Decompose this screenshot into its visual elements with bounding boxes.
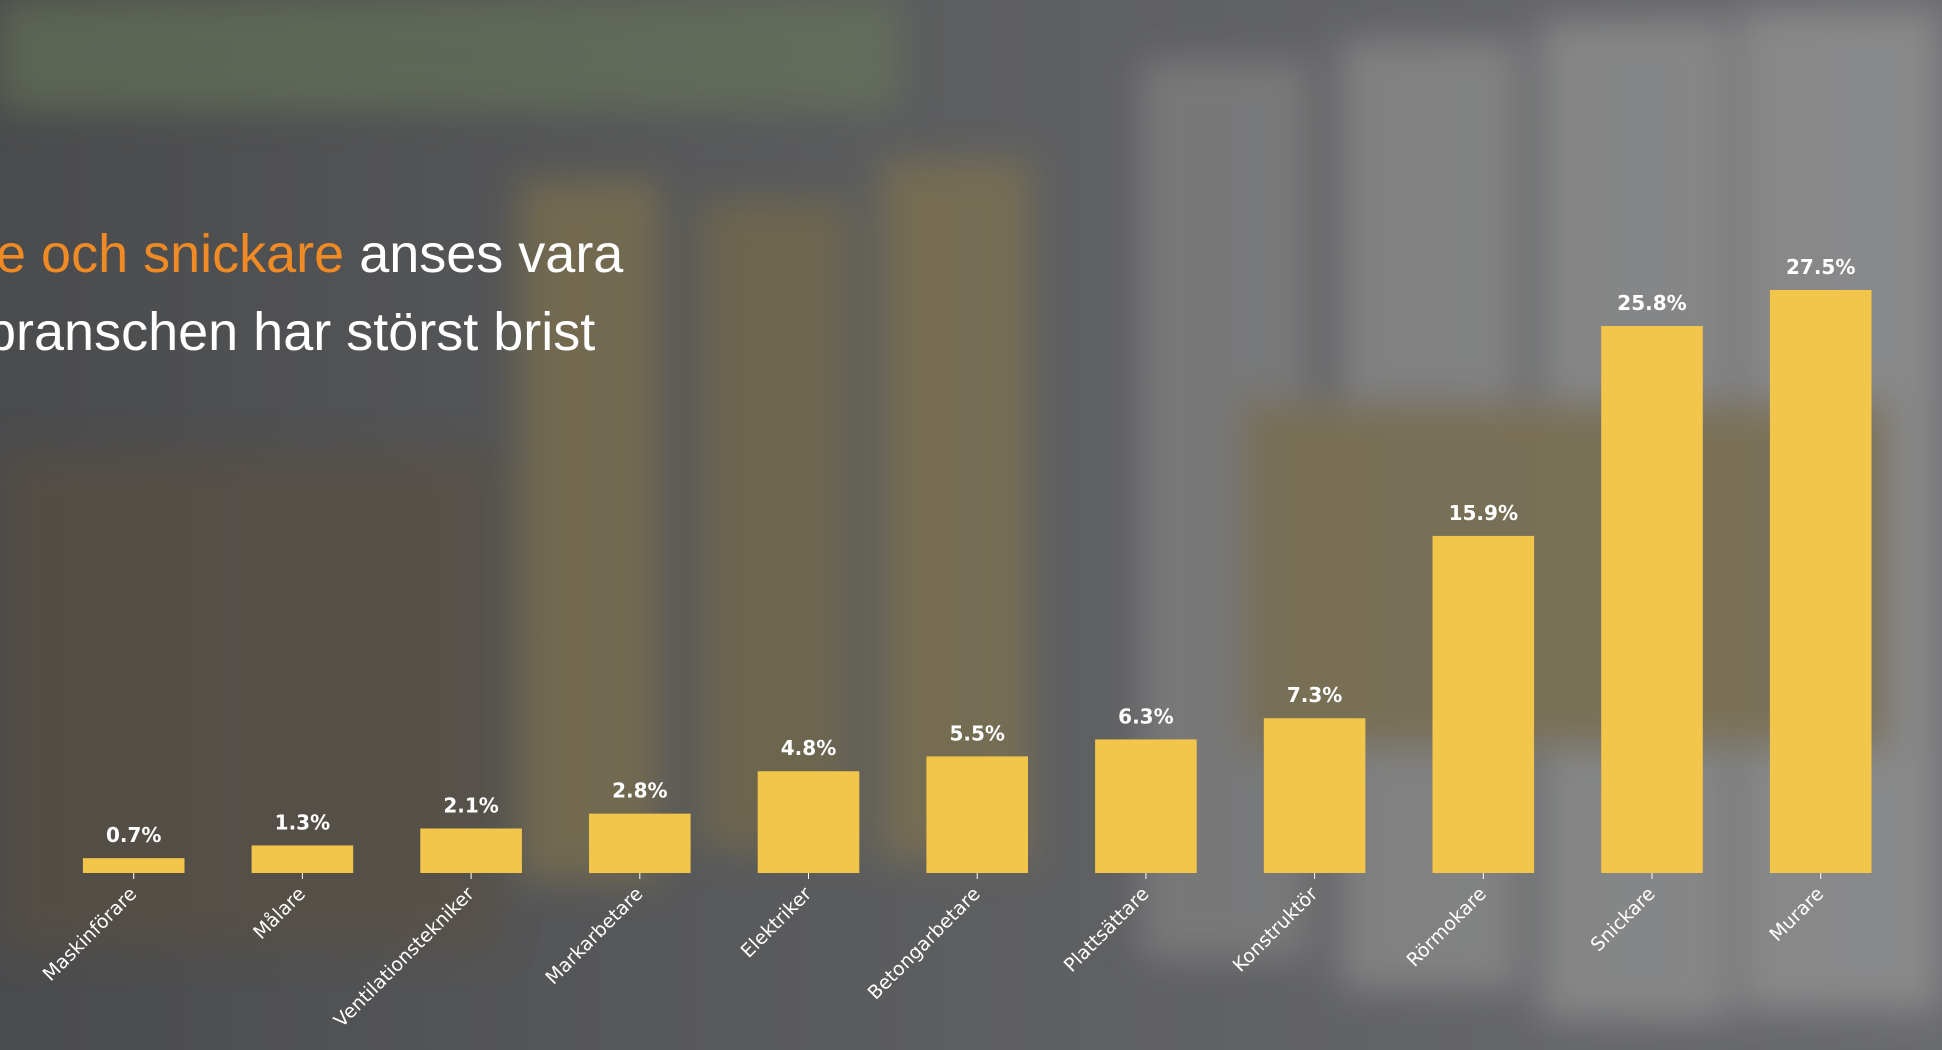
value-label: 6.3% <box>1118 704 1173 728</box>
bar <box>589 813 691 873</box>
bar <box>82 858 185 873</box>
value-label: 1.3% <box>275 810 330 834</box>
bar <box>757 771 860 873</box>
value-label: 15.9% <box>1449 501 1518 525</box>
value-label: 7.3% <box>1287 683 1342 707</box>
value-label: 0.7% <box>106 823 161 847</box>
title: e och snickare anses vara branschen har s… <box>0 224 624 362</box>
bar <box>1263 718 1366 873</box>
bar <box>251 845 354 873</box>
bar <box>926 756 1028 873</box>
value-label: 2.8% <box>612 779 667 803</box>
bar <box>420 828 522 873</box>
bar <box>1095 739 1197 873</box>
value-label: 27.5% <box>1786 255 1855 279</box>
title-line: branschen har störst brist <box>0 302 595 362</box>
title-part: branschen har störst brist <box>0 302 595 362</box>
title-part: e och snickare <box>0 224 344 284</box>
value-label: 5.5% <box>949 721 1004 745</box>
value-label: 25.8% <box>1617 291 1686 315</box>
title-line: e och snickare anses vara <box>0 224 624 284</box>
value-label: 4.8% <box>781 736 836 760</box>
value-label: 2.1% <box>443 793 498 817</box>
bar <box>1432 535 1535 873</box>
bar <box>1769 290 1872 873</box>
bar <box>1601 326 1703 873</box>
title-part: anses vara <box>344 224 624 284</box>
